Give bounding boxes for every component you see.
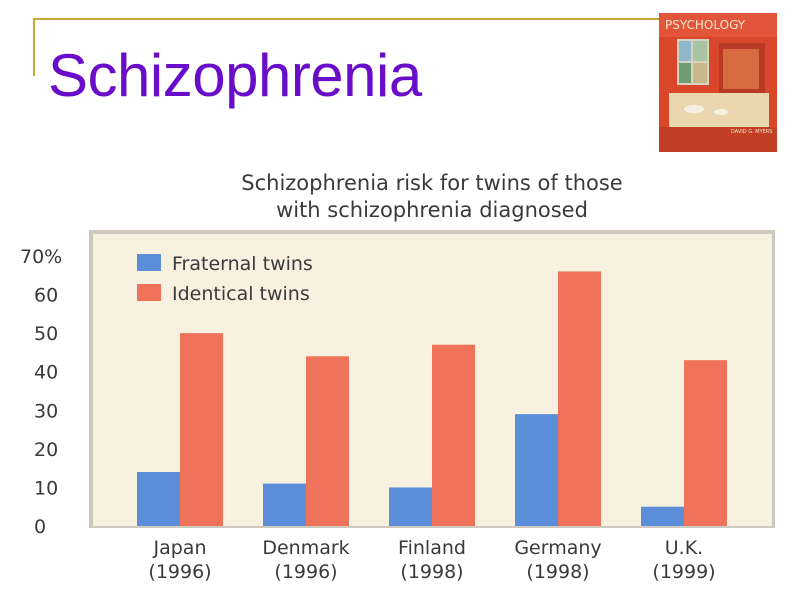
book-author: DAVID G. MYERS	[731, 129, 772, 135]
y-tick-label: 40	[34, 362, 58, 384]
book-title: PSYCHOLOGY	[665, 18, 746, 32]
x-tick-label: Denmark	[262, 537, 349, 559]
bars	[137, 271, 727, 526]
legend-swatch-identical	[137, 284, 161, 301]
x-tick-label: (1996)	[274, 561, 337, 583]
y-tick-label: 0	[34, 516, 46, 538]
bar-identical	[306, 356, 349, 526]
y-tick-label: 50	[34, 323, 58, 345]
x-tick-label: (1999)	[652, 561, 715, 583]
bar-fraternal	[263, 483, 306, 526]
x-tick-label: Finland	[398, 537, 466, 559]
x-tick-label: Japan	[153, 537, 207, 559]
x-tick-label: (1998)	[526, 561, 589, 583]
x-tick-label: (1998)	[400, 561, 463, 583]
bar-identical	[180, 333, 223, 526]
x-tick-label: (1996)	[148, 561, 211, 583]
y-tick-label: 30	[34, 400, 58, 422]
bar-fraternal	[389, 487, 432, 526]
bar-identical	[432, 344, 475, 526]
bar-fraternal	[641, 506, 684, 526]
y-tick-label: 60	[34, 285, 58, 307]
chart-title-line-2: with schizophrenia diagnosed	[276, 198, 588, 222]
decorative-horizontal-line	[33, 18, 660, 20]
legend: Fraternal twins Identical twins	[137, 253, 313, 305]
y-tick-label: 20	[34, 439, 58, 461]
y-axis: 0 10 20 30 40 50 60 70%	[20, 246, 62, 538]
x-axis: Japan(1996)Denmark(1996)Finland(1998)Ger…	[148, 537, 715, 583]
slide-title: Schizophrenia	[48, 42, 422, 109]
y-tick-label: 70%	[20, 246, 62, 268]
legend-swatch-fraternal	[137, 254, 161, 271]
decorative-vertical-line	[33, 18, 35, 76]
x-tick-label: Germany	[514, 537, 601, 559]
y-tick-label: 10	[34, 477, 58, 499]
chart-title-line-1: Schizophrenia risk for twins of those	[241, 171, 622, 195]
x-tick-label: U.K.	[665, 537, 703, 559]
bar-fraternal	[515, 414, 558, 526]
bar-identical	[684, 360, 727, 526]
bar-identical	[558, 271, 601, 526]
legend-label-fraternal: Fraternal twins	[172, 253, 313, 275]
bar-fraternal	[137, 472, 180, 526]
book-cover-image: PSYCHOLOGY DAVID G. MYERS	[659, 13, 777, 152]
legend-label-identical: Identical twins	[172, 283, 310, 305]
